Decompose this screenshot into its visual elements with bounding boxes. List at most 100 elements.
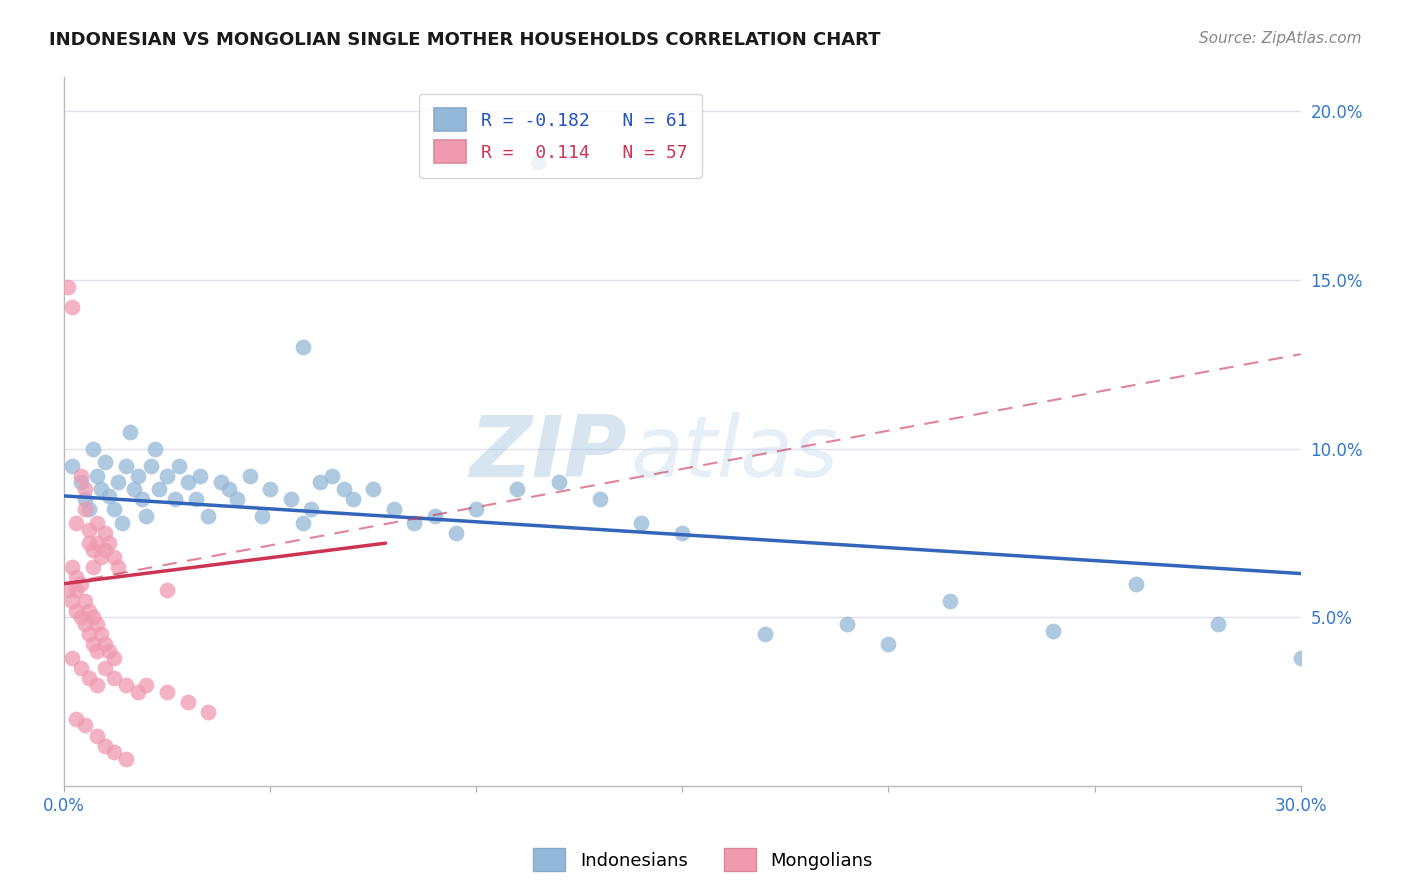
Text: INDONESIAN VS MONGOLIAN SINGLE MOTHER HOUSEHOLDS CORRELATION CHART: INDONESIAN VS MONGOLIAN SINGLE MOTHER HO… [49,31,880,49]
Point [877,637,900,651]
Text: atlas: atlas [630,411,838,494]
Point [65,712,87,726]
Point [115,458,138,473]
Point [226,492,249,507]
Point [1206,617,1229,632]
Point [73,617,96,632]
Point [82,610,104,624]
Point [103,671,125,685]
Point [506,482,529,496]
Point [250,509,273,524]
Point [292,340,315,354]
Point [94,526,117,541]
Point [169,458,191,473]
Point [115,678,138,692]
Point [73,718,96,732]
Point [82,637,104,651]
Point [527,154,550,169]
Point [98,644,121,658]
Point [547,475,569,490]
Point [60,651,83,665]
Point [65,583,87,598]
Point [77,502,100,516]
Point [238,468,260,483]
Point [754,627,776,641]
Point [94,739,117,753]
Point [73,593,96,607]
Point [280,492,302,507]
Legend: Indonesians, Mongolians: Indonesians, Mongolians [526,841,880,879]
Point [65,516,87,530]
Point [143,442,166,456]
Point [382,502,405,516]
Point [86,644,108,658]
Point [321,468,343,483]
Point [73,502,96,516]
Text: Source: ZipAtlas.com: Source: ZipAtlas.com [1198,31,1361,46]
Point [444,526,467,541]
Point [423,509,446,524]
Point [86,678,108,692]
Point [465,502,488,516]
Point [90,549,112,564]
Point [139,458,162,473]
Point [90,482,112,496]
Point [333,482,356,496]
Point [94,637,117,651]
Point [73,482,96,496]
Point [65,604,87,618]
Point [127,468,149,483]
Point [73,492,96,507]
Point [1289,651,1312,665]
Point [60,458,83,473]
Point [94,661,117,675]
Point [197,705,219,719]
Point [103,549,125,564]
Point [118,425,141,439]
Point [361,482,384,496]
Point [177,475,200,490]
Point [188,468,211,483]
Point [939,593,962,607]
Point [671,526,693,541]
Point [115,752,138,766]
Point [259,482,281,496]
Point [177,695,200,709]
Point [86,729,108,743]
Point [65,570,87,584]
Point [218,482,240,496]
Point [184,492,207,507]
Point [86,516,108,530]
Point [103,651,125,665]
Text: ZIP: ZIP [470,411,627,494]
Point [69,576,91,591]
Point [94,455,117,469]
Legend: R = -0.182   N = 61, R =  0.114   N = 57: R = -0.182 N = 61, R = 0.114 N = 57 [419,94,702,178]
Point [107,475,129,490]
Point [156,684,179,698]
Point [111,516,134,530]
Point [630,516,652,530]
Point [292,516,315,530]
Point [98,536,121,550]
Point [94,542,117,557]
Point [69,661,91,675]
Point [127,684,149,698]
Point [77,627,100,641]
Point [122,482,145,496]
Point [60,593,83,607]
Point [69,468,91,483]
Point [77,671,100,685]
Point [82,559,104,574]
Point [77,523,100,537]
Point [82,442,104,456]
Point [86,536,108,550]
Point [86,468,108,483]
Point [299,502,322,516]
Point [589,492,612,507]
Point [60,559,83,574]
Point [135,509,157,524]
Point [1125,576,1147,591]
Point [156,468,179,483]
Point [98,489,121,503]
